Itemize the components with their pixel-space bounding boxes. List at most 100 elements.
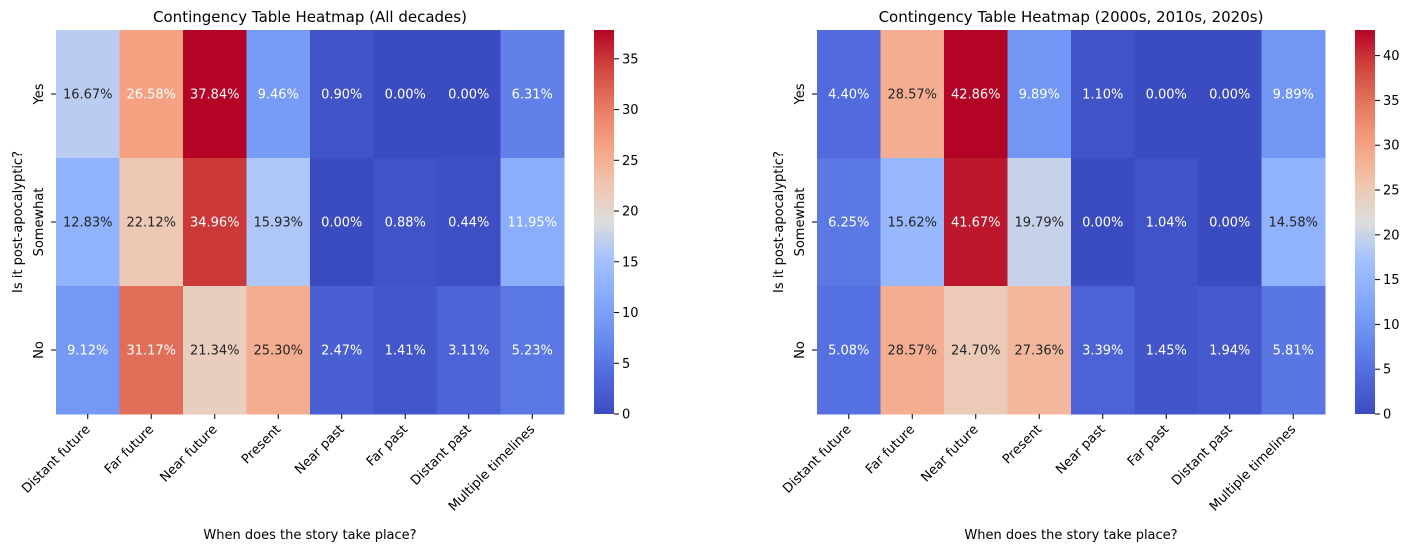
cell-label: 37.84%	[190, 88, 240, 103]
cell-label: 9.12%	[67, 344, 108, 359]
cell-label: 0.00%	[1209, 88, 1250, 103]
heatmap-cell	[944, 286, 1008, 415]
cell-label: 1.94%	[1209, 344, 1250, 359]
cell-label: 6.31%	[512, 88, 553, 103]
colorbar-tick-label: 30	[1383, 139, 1400, 154]
cell-label: 21.34%	[190, 344, 240, 359]
x-tick-label: Far past	[1125, 422, 1172, 469]
colorbar-tick-label: 20	[622, 205, 639, 220]
heatmap-cell	[1007, 30, 1072, 159]
heatmap-cell	[1198, 30, 1262, 159]
y-tick-label: Yes	[793, 83, 808, 105]
heatmap-cell	[1261, 286, 1326, 415]
cell-label: 0.00%	[448, 88, 489, 103]
cell-label: 22.12%	[126, 216, 176, 231]
cell-label: 6.25%	[828, 216, 869, 231]
colorbar-tick-label: 20	[1383, 228, 1400, 243]
colorbar-tick-label: 40	[1383, 49, 1400, 64]
x-tick-label: Far past	[364, 422, 411, 469]
heatmap-cell	[880, 158, 945, 287]
heatmap-cell	[437, 30, 501, 159]
cell-label: 14.58%	[1268, 216, 1318, 231]
cell-label: 1.04%	[1146, 216, 1187, 231]
heatmap-cell	[500, 158, 565, 287]
y-tick-label: Somewhat	[32, 188, 47, 257]
heatmap-cell	[817, 158, 881, 287]
cell-label: 31.17%	[126, 344, 176, 359]
cell-label: 5.81%	[1273, 344, 1314, 359]
cell-label: 0.88%	[385, 216, 426, 231]
cell-label: 26.58%	[126, 88, 176, 103]
cell-label: 28.57%	[887, 344, 937, 359]
x-axis-label: When does the story take place?	[964, 528, 1177, 543]
heatmap-cell	[246, 30, 311, 159]
colorbar-tick-label: 35	[622, 52, 639, 67]
colorbar-tick-label: 10	[1383, 318, 1400, 333]
y-axis-label: Is it post-apocalyptic?	[772, 151, 787, 293]
heatmap-cell	[310, 158, 374, 287]
colorbar	[594, 30, 614, 414]
cell-label: 0.00%	[385, 88, 426, 103]
heatmap-cell	[310, 30, 374, 159]
colorbar-tick-label: 15	[622, 255, 639, 270]
heatmap-cell	[500, 286, 565, 415]
x-tick-label: Distant future	[19, 422, 93, 496]
x-tick-label: Distant past	[1169, 422, 1235, 488]
colorbar-tick-label: 30	[622, 103, 639, 118]
heatmap-cell	[500, 30, 565, 159]
x-tick-label: Present	[1000, 422, 1045, 467]
colorbar-tick-label: 10	[622, 306, 639, 321]
heatmap-cell	[1007, 158, 1072, 287]
heatmap-cell	[56, 158, 120, 287]
colorbar-tick-label: 15	[1383, 273, 1400, 288]
cell-label: 15.62%	[887, 216, 937, 231]
x-axis-label: When does the story take place?	[203, 528, 416, 543]
heatmap-cell	[1007, 286, 1072, 415]
colorbar-tick-label: 0	[622, 408, 630, 423]
y-tick-label: No	[32, 341, 47, 359]
heatmap-cell	[1071, 158, 1135, 287]
cell-label: 0.00%	[1146, 88, 1187, 103]
heatmap-cell	[1261, 30, 1326, 159]
cell-label: 9.46%	[258, 88, 299, 103]
cell-label: 16.67%	[63, 88, 113, 103]
colorbar-tick-label: 25	[1383, 184, 1400, 199]
cell-label: 15.93%	[253, 216, 303, 231]
heatmap-cell	[437, 158, 501, 287]
colorbar	[1355, 30, 1375, 414]
heatmap-panel-1: 16.67% 26.58% 37.84% 9.46% 0.90% 0.00% 0.00% 6.…	[11, 8, 639, 543]
x-tick-label: Far future	[863, 422, 918, 477]
heatmap-cell	[246, 286, 311, 415]
cell-label: 5.08%	[828, 344, 869, 359]
heatmap-cell	[119, 158, 184, 287]
cell-label: 34.96%	[190, 216, 240, 231]
heatmap-cell	[183, 30, 247, 159]
chart-title: Contingency Table Heatmap (All decades)	[153, 8, 467, 26]
x-tick-label: Near future	[918, 422, 981, 485]
cell-label: 25.30%	[253, 344, 303, 359]
colorbar-tick-label: 0	[1383, 408, 1391, 423]
x-tick-label: Near past	[1053, 422, 1108, 477]
heatmap-cell	[183, 286, 247, 415]
heatmap-cell	[56, 286, 120, 415]
heatmap-cell	[1134, 30, 1199, 159]
x-tick-label: Distant past	[408, 422, 474, 488]
heatmap-cell	[1198, 158, 1262, 287]
heatmap-cell	[437, 286, 501, 415]
heatmap-cell	[880, 30, 945, 159]
heatmap-cell	[310, 286, 374, 415]
cell-label: 4.40%	[828, 88, 869, 103]
colorbar-tick-label: 5	[1383, 363, 1391, 378]
cell-label: 0.00%	[1082, 216, 1123, 231]
x-tick-label: Far future	[102, 422, 157, 477]
cell-label: 42.86%	[951, 88, 1001, 103]
heatmap-cell	[373, 30, 438, 159]
x-tick-label: Distant future	[780, 422, 854, 496]
heatmap-cell	[1198, 286, 1262, 415]
chart-title: Contingency Table Heatmap (2000s, 2010s,…	[879, 8, 1264, 26]
heatmap-cell	[373, 158, 438, 287]
heatmap-cell	[1261, 158, 1326, 287]
heatmap-cell	[817, 286, 881, 415]
y-tick-label: No	[793, 341, 808, 359]
cell-label: 3.39%	[1082, 344, 1123, 359]
